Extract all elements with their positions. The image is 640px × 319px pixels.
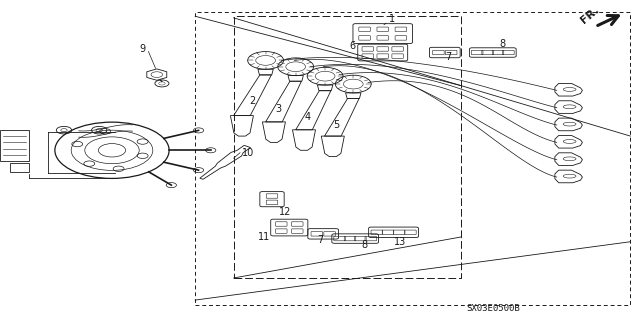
Text: 11: 11: [257, 232, 270, 242]
Text: SX03E0500B: SX03E0500B: [466, 304, 520, 313]
Text: 3: 3: [275, 104, 282, 114]
Text: 6: 6: [349, 41, 355, 51]
Text: 8: 8: [362, 240, 368, 250]
Text: 13: 13: [394, 237, 406, 247]
Text: 8: 8: [499, 39, 506, 49]
Text: 5: 5: [333, 120, 339, 130]
Text: 2: 2: [250, 96, 256, 107]
Text: 7: 7: [445, 52, 451, 63]
Text: 10: 10: [242, 148, 254, 158]
Text: FR.: FR.: [579, 5, 602, 26]
Text: 9: 9: [139, 44, 145, 54]
Text: 1: 1: [389, 14, 396, 24]
Text: 12: 12: [278, 207, 291, 217]
Text: 7: 7: [317, 235, 323, 245]
Text: 4: 4: [304, 112, 310, 122]
